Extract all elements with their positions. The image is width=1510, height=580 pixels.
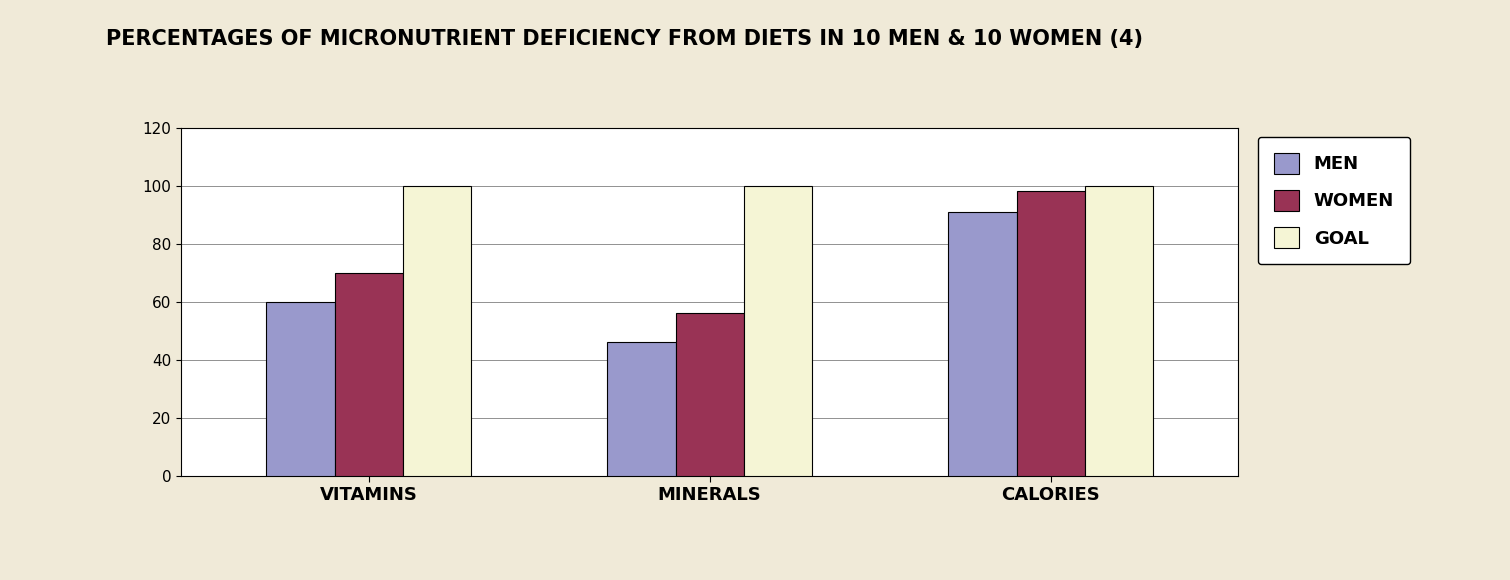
Bar: [607, 342, 675, 476]
Bar: [335, 273, 403, 476]
Bar: [403, 186, 471, 476]
Legend: MEN, WOMEN, GOAL: MEN, WOMEN, GOAL: [1258, 137, 1410, 264]
Bar: [1016, 191, 1084, 476]
Bar: [675, 313, 744, 476]
Bar: [1084, 186, 1154, 476]
Bar: [266, 302, 335, 476]
Bar: [948, 212, 1016, 476]
Text: PERCENTAGES OF MICRONUTRIENT DEFICIENCY FROM DIETS IN 10 MEN & 10 WOMEN (4): PERCENTAGES OF MICRONUTRIENT DEFICIENCY …: [106, 29, 1143, 49]
Bar: [744, 186, 812, 476]
